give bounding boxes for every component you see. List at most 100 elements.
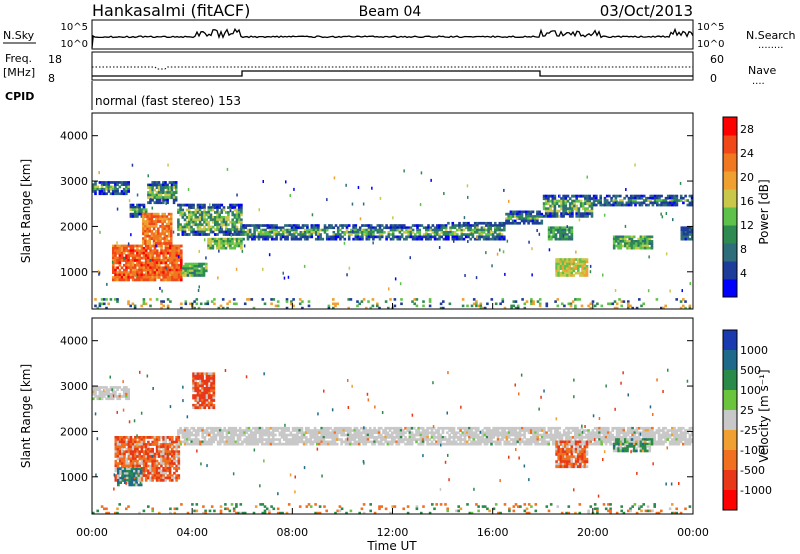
velocity-cell xyxy=(283,433,286,437)
power-cell xyxy=(354,237,358,241)
power-cell xyxy=(628,242,630,246)
power-cell xyxy=(173,261,176,265)
power-cell xyxy=(438,235,441,239)
power-cell xyxy=(669,289,671,293)
velocity-cell xyxy=(668,507,672,511)
power-cell xyxy=(579,274,582,277)
power-cell xyxy=(173,266,176,270)
power-cell xyxy=(118,263,122,267)
power-cell xyxy=(198,203,202,207)
velocity-cell xyxy=(109,392,113,396)
power-cell xyxy=(233,203,237,207)
power-cell xyxy=(198,208,202,212)
power-cell xyxy=(136,210,139,214)
velocity-cell xyxy=(443,436,447,439)
velocity-cell xyxy=(551,438,555,441)
velocity-cell xyxy=(121,462,124,465)
velocity-cell xyxy=(194,436,198,439)
power-cell xyxy=(669,199,672,202)
velocity-cell xyxy=(560,511,564,515)
velocity-cell xyxy=(510,426,513,430)
velocity-cell xyxy=(527,431,531,435)
power-cell xyxy=(545,302,549,306)
velocity-cell xyxy=(300,433,304,437)
power-cell xyxy=(171,261,174,265)
power-cell xyxy=(253,233,256,236)
power-cell xyxy=(170,193,174,197)
power-cell xyxy=(295,235,298,239)
velocity-cell xyxy=(399,431,403,435)
velocity-cell xyxy=(640,433,643,437)
velocity-cell xyxy=(675,507,678,511)
power-cell xyxy=(138,271,141,274)
power-cell xyxy=(168,181,172,184)
power-cell xyxy=(146,222,149,226)
velocity-cell xyxy=(609,511,612,515)
power-cell xyxy=(574,298,577,301)
power-cell xyxy=(116,298,119,301)
velocity-cell xyxy=(366,436,370,439)
velocity-cell xyxy=(600,431,603,435)
power-cell xyxy=(151,186,154,189)
power-cell xyxy=(153,247,157,250)
power-cell xyxy=(175,181,178,184)
velocity-cell xyxy=(549,436,553,439)
power-cell xyxy=(129,244,133,248)
power-cell xyxy=(116,247,119,250)
power-cell xyxy=(666,196,670,200)
velocity-cell xyxy=(208,426,211,430)
power-cell xyxy=(231,206,234,209)
velocity-cell xyxy=(265,442,268,446)
velocity-cell xyxy=(188,429,191,432)
power-cell xyxy=(425,237,428,241)
power-cell xyxy=(129,251,133,255)
power-cell xyxy=(131,273,135,277)
velocity-cell xyxy=(532,429,535,432)
power-cell xyxy=(151,256,155,260)
power-cell xyxy=(425,226,428,230)
velocity-cell xyxy=(296,440,299,444)
power-cell xyxy=(612,240,616,243)
power-cell xyxy=(644,244,647,248)
power-cell xyxy=(547,237,551,241)
power-cell xyxy=(314,224,318,227)
power-cell xyxy=(160,268,163,272)
velocity-cell xyxy=(179,442,182,446)
power-cell xyxy=(378,235,382,239)
power-cell xyxy=(317,235,320,239)
velocity-cell xyxy=(624,433,628,437)
velocity-cell xyxy=(342,440,346,444)
velocity-cell xyxy=(505,431,509,435)
velocity-cell xyxy=(671,438,674,441)
power-cell xyxy=(129,212,133,216)
velocity-cell xyxy=(114,462,118,465)
power-cell xyxy=(147,273,150,277)
velocity-cell xyxy=(426,431,429,435)
power-cell xyxy=(511,215,515,218)
velocity-cell xyxy=(514,429,517,432)
power-cell xyxy=(188,211,191,214)
velocity-cell xyxy=(349,509,353,513)
velocity-cell xyxy=(644,436,648,439)
velocity-cell xyxy=(424,429,427,432)
power-cell xyxy=(224,230,228,234)
nave-trace xyxy=(92,70,693,77)
power-cell xyxy=(161,237,164,240)
velocity-cell xyxy=(368,440,372,444)
velocity-cell xyxy=(258,429,262,432)
velocity-cell xyxy=(554,429,557,432)
velocity-cell xyxy=(294,436,297,439)
velocity-cell xyxy=(357,440,361,444)
velocity-cell xyxy=(540,429,544,432)
power-cell xyxy=(460,235,464,239)
velocity-cell xyxy=(179,429,182,432)
velocity-cell xyxy=(138,445,141,449)
velocity-cell xyxy=(545,431,548,435)
velocity-cell xyxy=(118,457,122,461)
power-cell xyxy=(151,259,155,262)
power-cell xyxy=(666,203,670,207)
velocity-cell xyxy=(116,452,120,456)
power-cell xyxy=(224,225,228,229)
velocity-cell xyxy=(269,438,273,441)
power-cell xyxy=(451,226,455,230)
